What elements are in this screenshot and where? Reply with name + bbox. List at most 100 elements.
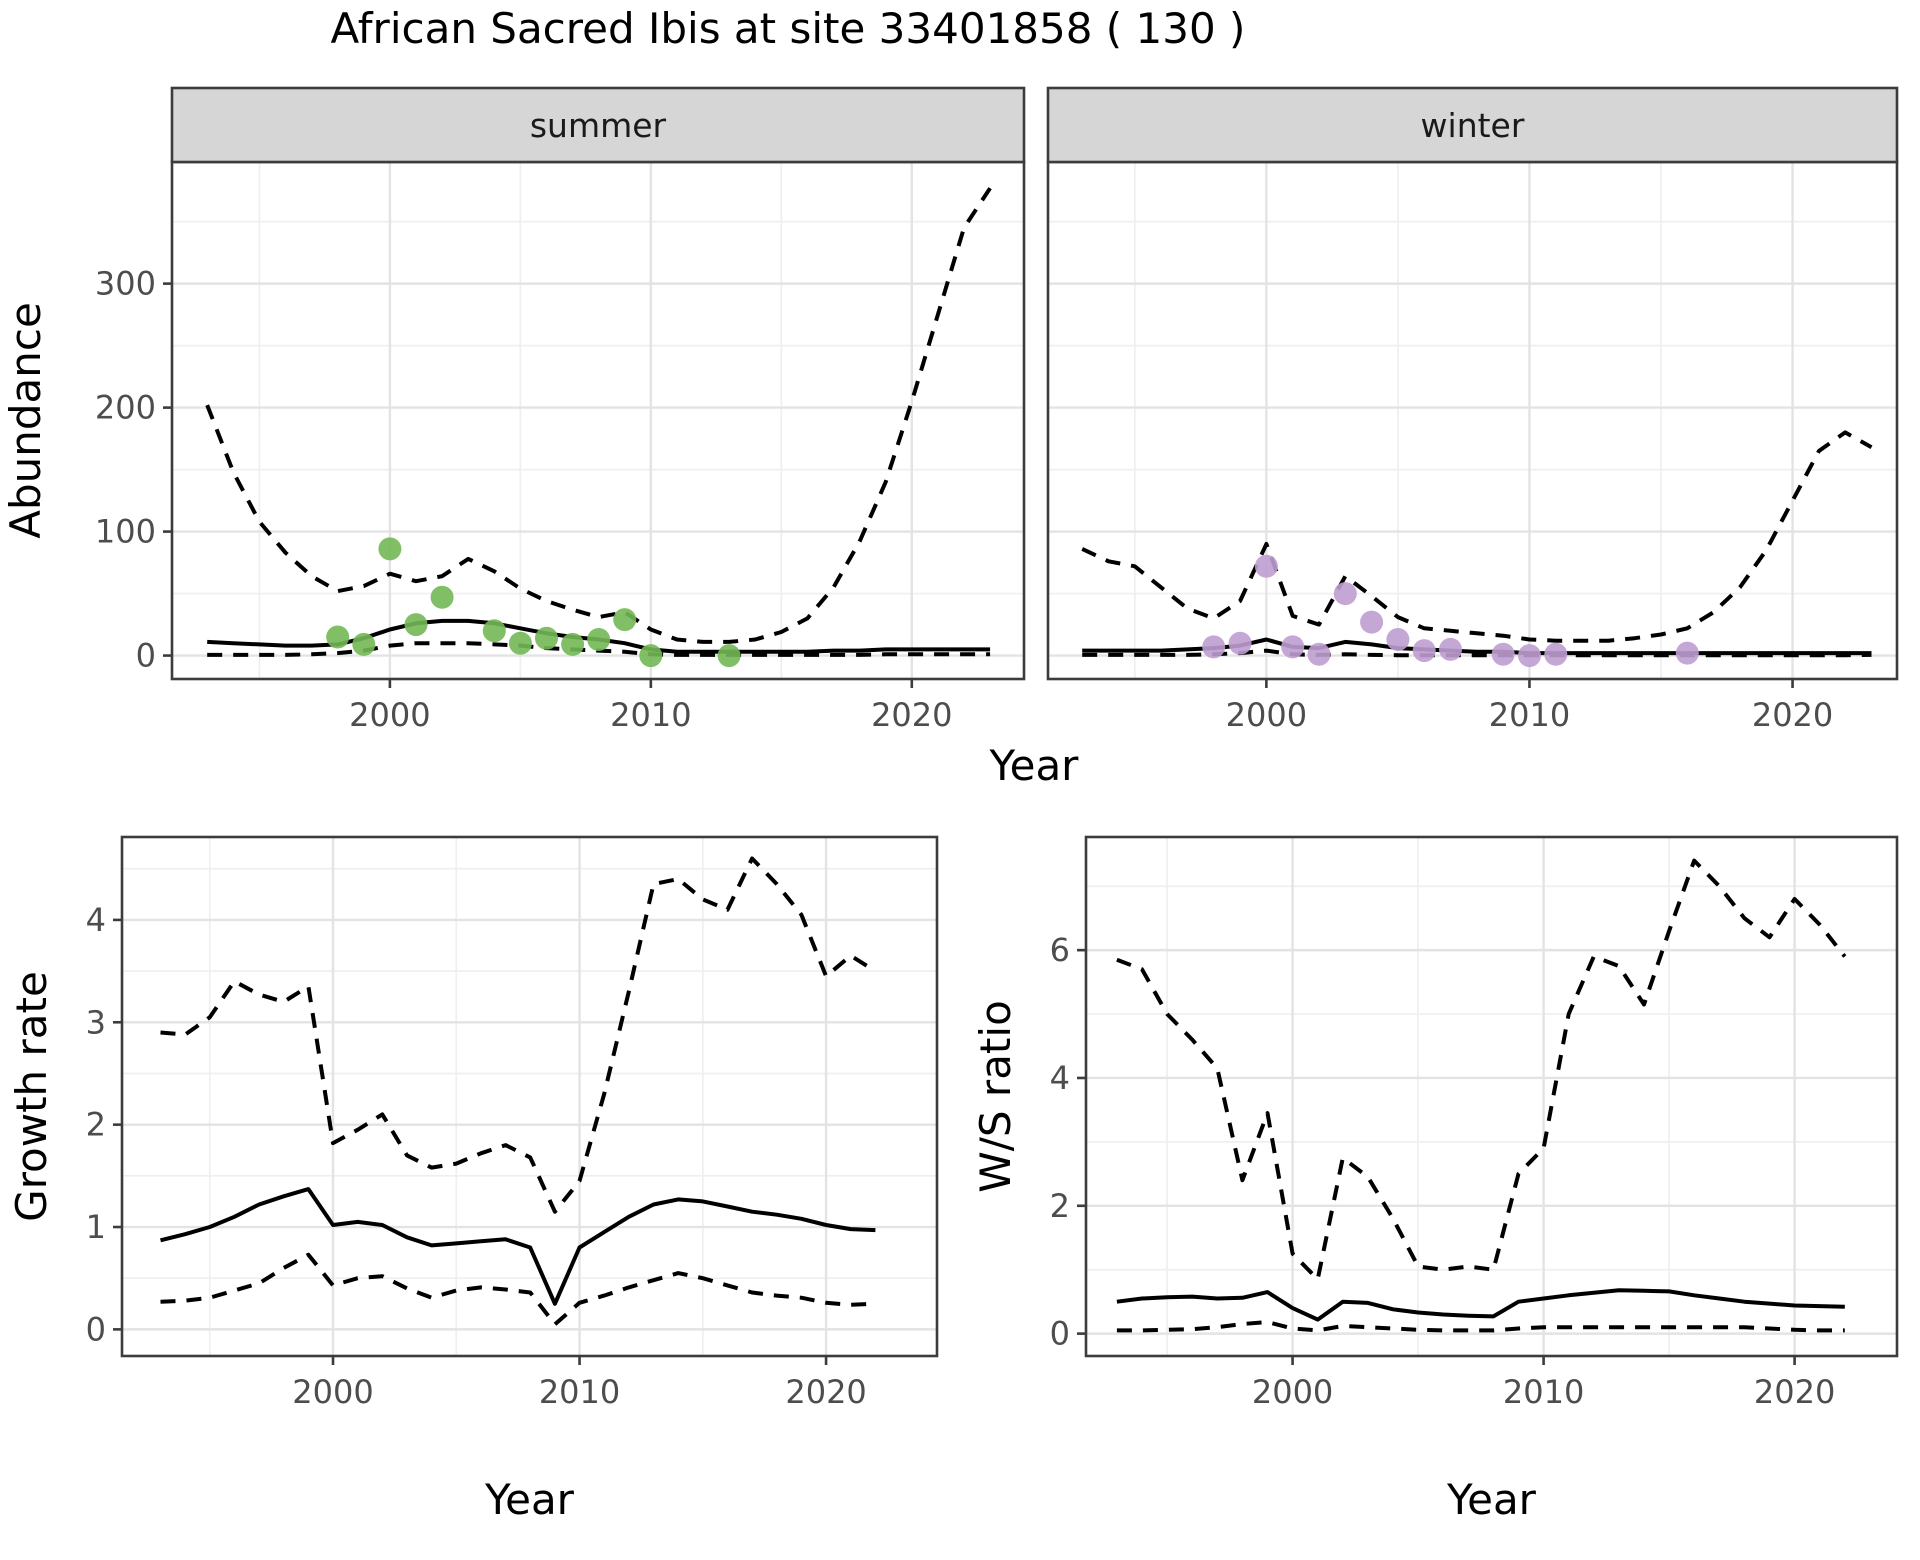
gridlines-minor [122, 837, 937, 1356]
observation-point [613, 608, 637, 632]
y-tick-label: 2 [86, 1106, 106, 1144]
chart-title: African Sacred Ibis at site 33401858 ( 1… [330, 4, 1246, 53]
abundance-winter-observed-counts [1202, 554, 1699, 668]
facet-strip [170, 86, 1026, 164]
observation-point [1491, 642, 1515, 666]
panel-ws-ratio: 2000 2010 2020 0 2 4 6 Year W/S ratio [971, 835, 1899, 1524]
observation-point [639, 644, 663, 668]
panel-abundance-winter: winter 2000 2010 2020 [1046, 86, 1899, 734]
gridlines-minor [1086, 837, 1897, 1356]
observation-point [378, 537, 402, 561]
observation-point [1333, 582, 1357, 606]
abundance-summer-upper-ci-line [205, 187, 992, 644]
y-axis-title-abundance: Abundance [1, 302, 50, 539]
observation-point [1254, 554, 1278, 578]
observation-point [717, 644, 741, 668]
panel-background [1086, 837, 1897, 1356]
abundance-summer-observed-counts [326, 537, 741, 668]
observation-point [326, 625, 350, 649]
x-tick-label: 2000 [292, 1373, 373, 1411]
x-tick-label: 2000 [349, 696, 430, 734]
panel-abundance-summer: summer 2000 2010 2020 0 100 200 300 [95, 86, 1026, 734]
y-axis: 0 2 4 6 [1050, 931, 1086, 1353]
observation-point [1518, 644, 1541, 668]
facet-strip [1046, 86, 1899, 164]
ws-ratio-upper-ci-line [1116, 858, 1847, 1282]
observation-point [1228, 631, 1252, 655]
observation-point [1675, 641, 1699, 665]
y-tick-label: 0 [86, 1310, 106, 1348]
observation-point [1307, 642, 1331, 666]
x-axis-title-ws-ratio: Year [1446, 1475, 1537, 1524]
y-tick-label: 4 [86, 901, 106, 939]
y-tick-label: 300 [95, 265, 156, 303]
observation-point [535, 626, 558, 650]
x-tick-label: 2020 [1752, 696, 1833, 734]
y-axis-title-ws-ratio: W/S ratio [971, 1000, 1020, 1193]
x-axis: 2000 2010 2020 [1226, 679, 1833, 734]
x-tick-label: 2020 [1754, 1373, 1835, 1411]
observation-point [482, 619, 506, 643]
gridlines-minor [1048, 162, 1897, 679]
observation-point [1544, 642, 1568, 666]
y-tick-label: 1 [86, 1208, 106, 1246]
observation-point [430, 585, 454, 609]
y-tick-label: 200 [95, 389, 156, 427]
y-tick-label: 3 [86, 1003, 106, 1041]
x-tick-label: 2010 [1489, 696, 1570, 734]
x-tick-label: 2000 [1226, 696, 1307, 734]
x-tick-label: 2010 [610, 696, 691, 734]
growth-rate-median-line [160, 1187, 876, 1306]
panel-border [1084, 835, 1899, 1358]
facet-label-winter: winter [1421, 106, 1525, 145]
x-axis-title-growth-rate: Year [484, 1475, 575, 1524]
gridlines-major [122, 837, 937, 1356]
gridlines-major [1086, 837, 1897, 1356]
observation-point [1281, 635, 1305, 659]
observation-point [1360, 610, 1384, 634]
y-axis: 0 100 200 300 [95, 265, 172, 675]
x-axis: 2000 2010 2020 [349, 679, 953, 734]
observation-point [352, 632, 376, 656]
y-tick-label: 2 [1050, 1187, 1070, 1225]
observation-point [1439, 637, 1462, 661]
x-tick-label: 2010 [539, 1373, 620, 1411]
panel-background [172, 162, 1024, 679]
ws-ratio-median-line [1116, 1288, 1845, 1322]
x-axis-title-abundance: Year [989, 741, 1080, 790]
observation-point [508, 631, 532, 655]
x-tick-label: 2020 [871, 696, 952, 734]
x-tick-label: 2000 [1252, 1373, 1333, 1411]
observation-point [1412, 639, 1436, 663]
y-tick-label: 0 [1050, 1315, 1070, 1353]
panel-border [120, 835, 939, 1358]
panel-background [1048, 162, 1897, 679]
y-tick-label: 4 [1050, 1059, 1070, 1097]
facet-label-summer: summer [530, 106, 667, 145]
x-tick-label: 2020 [785, 1373, 866, 1411]
ws-ratio-lower-ci-line [1116, 1320, 1845, 1333]
observation-point [587, 628, 611, 651]
y-axis: 0 1 2 3 4 [86, 901, 122, 1348]
observation-point [561, 632, 585, 656]
y-tick-label: 100 [95, 513, 156, 551]
y-tick-label: 0 [136, 637, 156, 675]
observation-point [1202, 635, 1226, 659]
series-group [1116, 858, 1847, 1333]
panel-background [122, 837, 937, 1356]
growth-rate-lower-ci-line [160, 1252, 876, 1327]
x-axis: 2000 2010 2020 [1252, 1356, 1835, 1411]
series-group [160, 856, 877, 1327]
abundance-winter-upper-ci-line [1081, 430, 1873, 643]
y-axis-title-growth-rate: Growth rate [7, 971, 56, 1222]
gridlines-minor [172, 162, 1024, 679]
x-axis: 2000 2010 2020 [292, 1356, 867, 1411]
x-tick-label: 2010 [1503, 1373, 1584, 1411]
observation-point [1386, 628, 1410, 651]
panel-growth-rate: 2000 2010 2020 0 1 2 3 4 Year Growth rate [7, 835, 939, 1524]
observation-point [404, 613, 428, 637]
growth-rate-upper-ci-line [160, 856, 877, 1214]
y-tick-label: 6 [1050, 931, 1070, 969]
